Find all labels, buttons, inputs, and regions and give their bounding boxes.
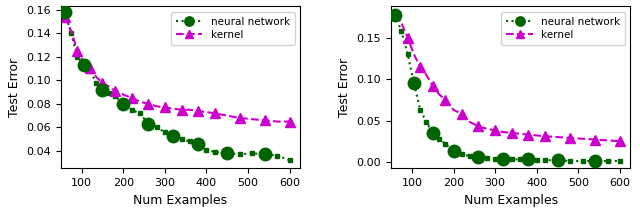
kernel [392, 13, 399, 16]
kernel [442, 98, 449, 101]
neural network [80, 64, 88, 67]
neural network [500, 157, 508, 160]
kernel [67, 30, 75, 32]
Legend: neural network, kernel: neural network, kernel [501, 12, 625, 45]
neural network [99, 89, 106, 91]
neural network [429, 132, 436, 134]
kernel [429, 84, 436, 87]
kernel [554, 136, 561, 138]
kernel [492, 129, 499, 132]
kernel [475, 125, 483, 128]
kernel [410, 53, 418, 56]
kernel [397, 22, 405, 24]
neural network [525, 158, 532, 161]
kernel [223, 114, 231, 117]
kernel [450, 108, 458, 111]
Line: neural network: neural network [389, 8, 601, 167]
kernel [80, 60, 88, 63]
neural network [195, 143, 202, 145]
kernel [467, 121, 474, 124]
X-axis label: Num Examples: Num Examples [133, 194, 228, 207]
kernel [435, 93, 443, 95]
kernel [153, 105, 161, 108]
kernel [417, 65, 424, 68]
neural network [392, 13, 399, 16]
kernel [161, 106, 169, 109]
neural network [554, 159, 561, 162]
neural network [170, 134, 177, 137]
kernel [105, 85, 113, 88]
kernel [211, 112, 219, 115]
neural network [475, 156, 483, 158]
kernel [579, 137, 586, 140]
neural network [450, 150, 458, 152]
kernel [136, 100, 144, 103]
Y-axis label: Test Error: Test Error [338, 58, 351, 117]
kernel [261, 119, 269, 122]
kernel [128, 97, 136, 99]
kernel [170, 107, 177, 110]
neural network [591, 160, 599, 162]
kernel [508, 132, 516, 134]
Y-axis label: Test Error: Test Error [8, 58, 20, 117]
kernel [591, 138, 599, 141]
kernel [92, 76, 100, 78]
kernel [604, 139, 611, 142]
kernel [533, 134, 541, 137]
neural network [120, 103, 127, 105]
kernel [458, 113, 466, 115]
neural network [261, 153, 269, 156]
neural network [145, 122, 152, 125]
kernel [404, 37, 412, 39]
neural network [410, 82, 418, 85]
Line: kernel: kernel [60, 12, 294, 126]
kernel [61, 16, 69, 18]
neural network [223, 152, 231, 154]
kernel [616, 140, 624, 143]
kernel [186, 108, 194, 111]
kernel [525, 133, 532, 136]
kernel [500, 131, 508, 133]
kernel [178, 108, 186, 111]
kernel [120, 93, 127, 96]
Line: kernel: kernel [390, 10, 625, 146]
X-axis label: Num Examples: Num Examples [463, 194, 558, 207]
kernel [286, 120, 294, 123]
kernel [236, 117, 244, 119]
kernel [483, 127, 491, 130]
kernel [516, 132, 524, 135]
kernel [566, 137, 574, 139]
kernel [422, 74, 430, 76]
kernel [541, 135, 549, 138]
kernel [99, 81, 106, 84]
Line: neural network: neural network [59, 6, 271, 161]
neural network [61, 11, 69, 14]
kernel [74, 50, 81, 52]
kernel [203, 111, 211, 113]
kernel [86, 66, 94, 69]
kernel [273, 120, 281, 123]
kernel [248, 118, 256, 121]
kernel [145, 103, 152, 105]
kernel [195, 110, 202, 112]
Legend: neural network, kernel: neural network, kernel [171, 12, 295, 45]
kernel [111, 90, 119, 92]
